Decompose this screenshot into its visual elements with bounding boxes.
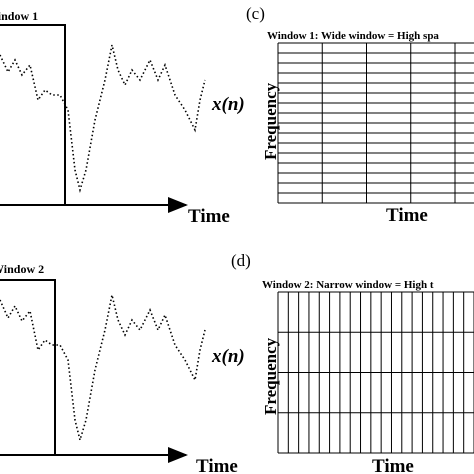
spectrogram-d: (d) Window 2: Narrow window = High t Fre…	[231, 251, 474, 474]
window-2	[0, 279, 56, 455]
axis-label: Time	[188, 206, 230, 227]
y-label: Frequency	[261, 82, 280, 160]
y-label: Frequency	[261, 337, 280, 415]
signal-panel-bottom: Window 2 x(n) Time	[0, 262, 245, 474]
signal	[0, 44, 206, 194]
x-label: Time	[372, 456, 414, 474]
panel-tag: (c)	[246, 4, 265, 23]
signal-label: x(n)	[211, 346, 245, 367]
window-label: Window 2	[0, 262, 44, 276]
x-label: Time	[386, 205, 428, 226]
signal-label: x(n)	[211, 94, 245, 115]
grid	[277, 291, 474, 454]
axis-label: Time	[196, 456, 238, 474]
signal-panel-top: Window 1 x(n) Time	[0, 9, 245, 227]
panel-tag: (d)	[231, 251, 251, 270]
grid	[277, 42, 474, 204]
window-label: Window 1	[0, 9, 38, 23]
spectrogram-c: (c) Window 1: Wide window = High spa Fre…	[246, 4, 474, 226]
panel-title: Window 2: Narrow window = High t	[262, 279, 434, 291]
window-1	[0, 24, 66, 205]
signal	[0, 294, 206, 444]
panel-title: Window 1: Wide window = High spa	[267, 30, 439, 42]
